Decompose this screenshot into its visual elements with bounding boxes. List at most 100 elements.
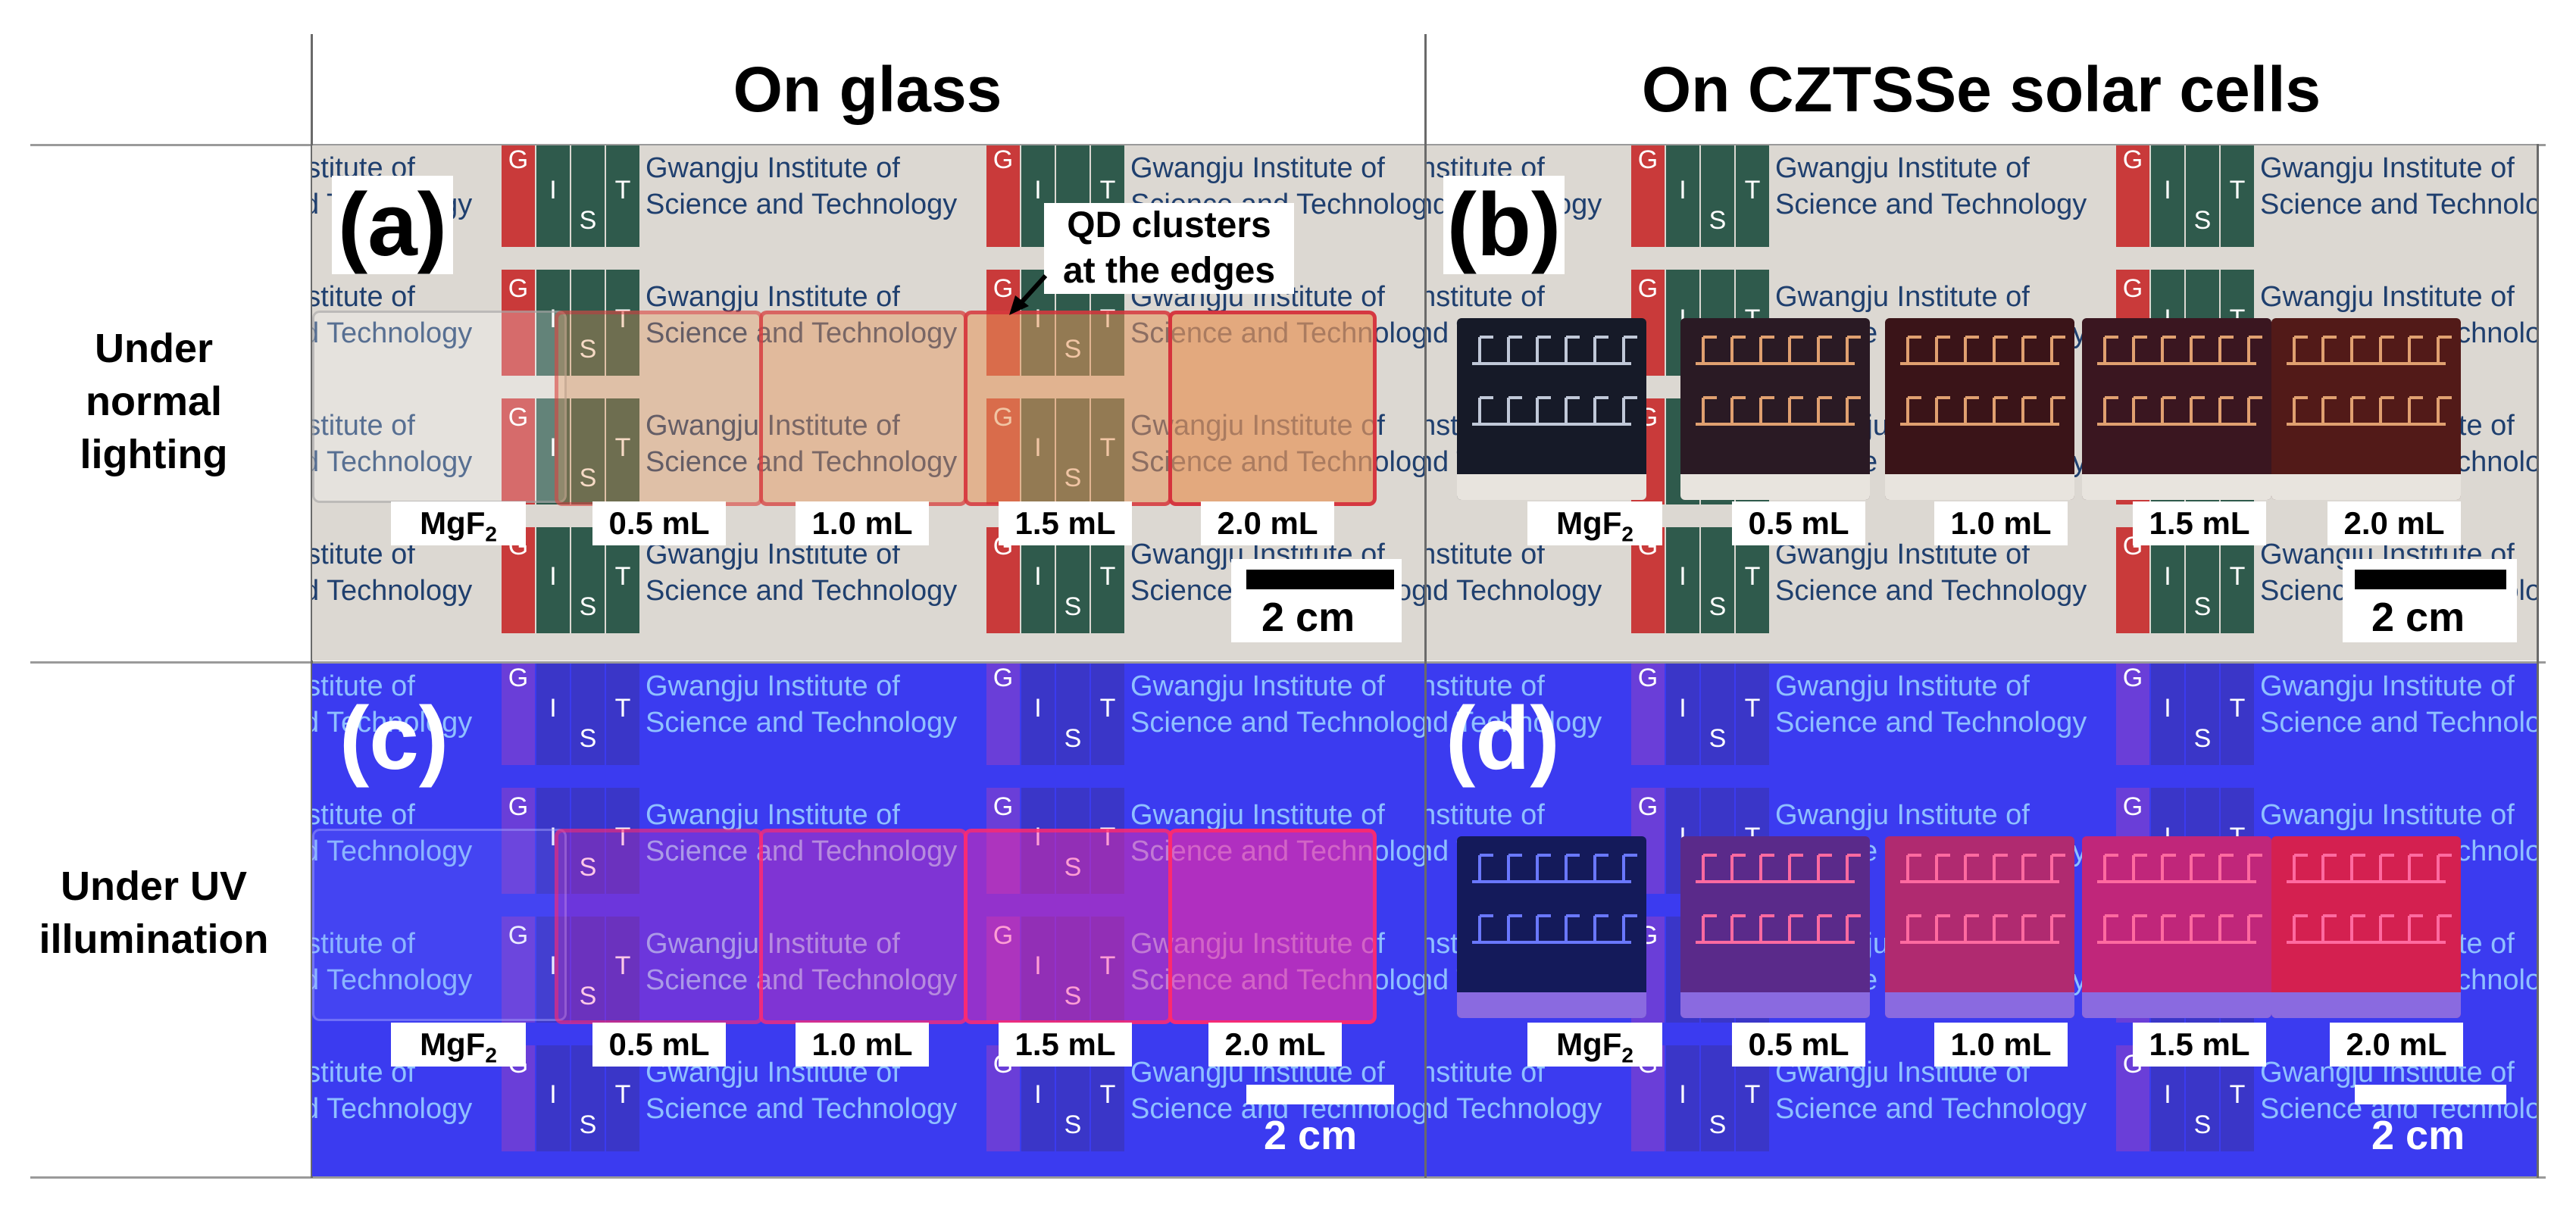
grid-line-right [2537, 144, 2539, 1178]
bottom-contact [1457, 474, 1646, 500]
sample-label-0-5ml: 0.5 mL [592, 1023, 726, 1067]
sample-label-0-5ml: 0.5 mL [1732, 501, 1865, 545]
row-label-uv-illumination: Under UV illumination [29, 860, 279, 966]
grid-finger-pattern [2287, 336, 2452, 426]
grid-line-top [30, 144, 2546, 146]
glass-sample-1 [555, 829, 763, 1024]
bottom-contact [1457, 992, 1646, 1018]
sample-label-1-0ml: 1.0 mL [1934, 1023, 2068, 1067]
annotation-line: QD clusters [1067, 205, 1271, 245]
solar-cell-sample-3 [2082, 318, 2271, 500]
solar-cell-sample-2 [1885, 836, 2074, 1018]
glass-sample-4 [1168, 829, 1377, 1024]
solar-cell-sample-0 [1457, 318, 1646, 500]
glass-sample-0 [312, 829, 567, 1021]
scale-bar-text: 2 cm [2371, 1113, 2465, 1158]
subscript: 2 [485, 522, 497, 546]
grid-finger-pattern [2287, 854, 2452, 944]
row-label-line: Under UV [60, 864, 248, 909]
sample-label-text: MgF [1556, 505, 1622, 541]
panel-label-c: (c) [339, 689, 449, 789]
grid-finger-pattern [1900, 336, 2065, 426]
sample-label-mgf2: MgF2 [391, 1023, 526, 1067]
grid-line-left [311, 34, 313, 1178]
row-label-line: normal [85, 379, 223, 424]
sample-label-1-5ml: 1.5 mL [999, 1023, 1132, 1067]
sample-label-2-0ml: 2.0 mL [1201, 501, 1334, 545]
sample-label-1-0ml: 1.0 mL [796, 1023, 929, 1067]
glass-sample-3 [964, 311, 1172, 506]
sample-label-1-5ml: 1.5 mL [2133, 501, 2266, 545]
sample-label-0-5ml: 0.5 mL [592, 501, 726, 545]
bottom-contact [2082, 992, 2271, 1018]
grid-finger-pattern [2097, 854, 2262, 944]
scale-bar-line [2355, 570, 2506, 589]
bottom-contact [1885, 474, 2074, 500]
sample-label-1-5ml: 1.5 mL [2133, 1023, 2266, 1067]
glass-sample-2 [759, 829, 968, 1024]
grid-finger-pattern [1696, 854, 1861, 944]
solar-cell-sample-4 [2271, 318, 2461, 500]
bottom-contact [2271, 474, 2461, 500]
scale-bar-text: 2 cm [1261, 595, 1355, 640]
scale-bar-line [1246, 1085, 1394, 1104]
column-header-on-glass: On glass [733, 54, 1002, 125]
panel-label-d: (d) [1446, 689, 1560, 789]
grid-finger-pattern [2097, 336, 2262, 426]
sample-label-0-5ml: 0.5 mL [1732, 1023, 1865, 1067]
annotation-line: at the edges [1062, 251, 1276, 291]
row-label-line: lighting [80, 432, 228, 477]
grid-finger-pattern [1472, 854, 1637, 944]
grid-line-middle [30, 661, 2546, 664]
sample-label-text: MgF [1556, 1026, 1622, 1062]
grid-line-center [1424, 34, 1427, 1178]
solar-cell-sample-1 [1680, 318, 1870, 500]
solar-cell-sample-3 [2082, 836, 2271, 1018]
bottom-contact [1680, 992, 1870, 1018]
grid-finger-pattern [1900, 854, 2065, 944]
sample-label-2-0ml: 2.0 mL [1208, 1023, 1342, 1067]
sample-label-text: MgF [420, 505, 486, 541]
row-label-line: Under [94, 326, 213, 371]
solar-cell-sample-1 [1680, 836, 1870, 1018]
